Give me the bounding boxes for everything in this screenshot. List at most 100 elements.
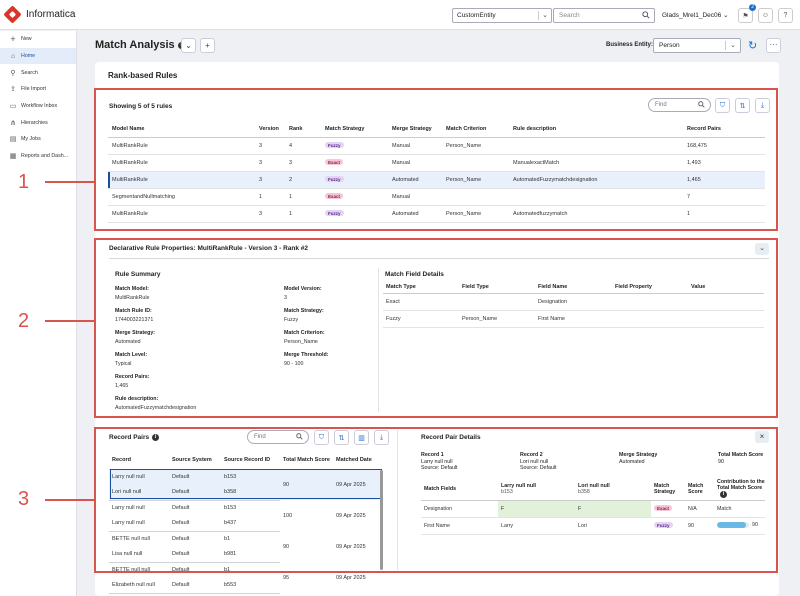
column-header[interactable]: Version (255, 121, 285, 138)
merge-strategy: Manual (388, 188, 442, 206)
kv-key: Match Strategy: (284, 308, 324, 314)
filter-button[interactable]: ⛉ (314, 430, 329, 445)
table-row[interactable]: MultiRankRule 3 3 Exact Manual Manualexa… (108, 154, 765, 172)
notifications-button[interactable]: ⚑ 2 (738, 4, 756, 23)
kv-value: MultiRankRule (115, 294, 150, 301)
table-row-selected[interactable]: MultiRankRule 3 2 Fuzzy Automated Person… (108, 171, 765, 189)
collapse-button[interactable]: ⌄ (755, 243, 769, 255)
field-name: First Name (535, 310, 612, 328)
help-button[interactable]: ? (778, 8, 793, 23)
download-button[interactable]: ⤓ (374, 430, 389, 445)
merge-strategy: Manual (388, 137, 442, 155)
sort-button[interactable]: ⇅ (735, 98, 750, 113)
sidebar-item-file-import[interactable]: ⇪ File Import (0, 81, 76, 98)
profile-button[interactable]: ☺ (758, 8, 773, 23)
kv-value: Automated (115, 338, 141, 345)
inbox-icon: ▭ (9, 103, 17, 111)
table-row[interactable]: MultiRankRule 3 4 Fuzzy Manual Person_Na… (108, 137, 765, 155)
source-record-id: b358 (221, 484, 280, 501)
user-menu[interactable]: Glads_Mrel1_Dec06 ⌄ (662, 11, 729, 19)
search-icon[interactable] (642, 11, 650, 19)
kv-match-criterion: Match Criterion: Person_Name (284, 329, 325, 346)
more-options-button[interactable]: ··· (766, 38, 781, 53)
column-header[interactable]: Rank (285, 121, 321, 138)
record-name: Larry null null (109, 515, 169, 532)
sidebar-item-search[interactable]: ⚲ Search (0, 64, 76, 81)
business-entity-select[interactable]: Person ⌄ (653, 38, 741, 53)
pair-details-table: Match Fields Larry null null b153 Lori nu… (421, 478, 765, 535)
rank: 4 (285, 137, 321, 155)
model-name: SegmentandNullmatching (108, 188, 255, 206)
table-row[interactable]: Larry null null Default b153 90 09 Apr 2… (109, 469, 381, 500)
select-separator (725, 41, 726, 50)
table-row[interactable]: BETTE null null Default b1 90 09 Apr 202… (109, 531, 381, 550)
columns-icon: ▥ (358, 434, 365, 442)
kv-match-level: Match Level: Typical (115, 351, 147, 368)
sidebar-item-workflow-inbox[interactable]: ▭ Workflow Inbox (0, 98, 76, 115)
total-score-value: 90 (718, 458, 724, 465)
close-details-button[interactable]: × (755, 431, 769, 443)
field-property (612, 310, 688, 328)
table-row[interactable]: Larry null null Default b437 (109, 515, 381, 532)
refresh-icon[interactable]: ↻ (748, 40, 758, 52)
columns-button[interactable]: ▥ (354, 430, 369, 445)
field-type: Person_Name (459, 310, 535, 328)
table-row[interactable]: BETTE null null Default b1 95 09 Apr 202… (109, 562, 381, 581)
column-header[interactable]: Matched Date (333, 452, 381, 470)
scrollbar[interactable] (380, 470, 383, 570)
match-score: 90 (685, 517, 714, 535)
table-row[interactable]: MultiRankRule 3 1 Fuzzy Automated Person… (108, 205, 765, 223)
kv-key: Match Rule ID: (115, 308, 152, 314)
sidebar-item-home[interactable]: ⌂ Home (0, 47, 76, 65)
rules-find-input[interactable]: Find (648, 98, 711, 112)
callout-3: 3 (18, 488, 30, 510)
column-header[interactable]: Source Record ID (221, 452, 280, 470)
table-row[interactable]: Lisa null null Default b981 (109, 546, 381, 563)
table-row[interactable]: SegmentandNullmatching 1 1 Exact Manual … (108, 188, 765, 206)
kv-key: Match Criterion: (284, 330, 325, 336)
record2-name: Lori null null (520, 458, 549, 465)
column-header[interactable]: Record (109, 452, 169, 470)
record2-value: Lori (575, 517, 651, 535)
table-row[interactable]: Larry null null Default b153 100 09 Apr … (109, 500, 381, 519)
table-row[interactable]: Lori null null Default b358 (109, 484, 381, 501)
kv-value: 1744003221371 (115, 316, 154, 323)
sidebar-item-label: My Jobs (21, 136, 41, 143)
column-header[interactable]: Match Criterion (442, 121, 509, 138)
column-header: Match Type (383, 281, 459, 294)
column-header[interactable]: Merge Strategy (388, 121, 442, 138)
column-header[interactable]: Rule description (509, 121, 683, 138)
sidebar-item-hierarchies[interactable]: ⋔ Hierarchies (0, 114, 76, 131)
sidebar-item-my-jobs[interactable]: ▤ My Jobs (0, 131, 76, 148)
column-header[interactable]: Match Strategy (321, 121, 388, 138)
record-pairs-find-input[interactable]: Find (247, 430, 309, 444)
entity-select[interactable]: CustomEntity ⌄ (452, 8, 552, 23)
sort-button[interactable]: ⇅ (334, 430, 349, 445)
info-icon[interactable]: i (152, 434, 160, 441)
add-button[interactable]: + (200, 38, 215, 53)
kv-key: Match Model: (115, 286, 149, 292)
sidebar-item-reports[interactable]: ▦ Reports and Dash... (0, 148, 76, 165)
strategy-pill: Exact (654, 505, 673, 512)
info-icon[interactable]: i (720, 491, 727, 499)
record2-summary: Record 2 Lori null null Source: Default (520, 452, 557, 472)
filter-button[interactable]: ⛉ (715, 98, 730, 113)
field-type (459, 293, 535, 311)
column-header[interactable]: Model Name (108, 121, 255, 138)
column-header[interactable]: Record Pairs (683, 121, 765, 138)
table-row[interactable]: Elizabeth null null Default b553 (109, 577, 381, 594)
download-button[interactable]: ⤓ (755, 98, 770, 113)
match-strategy: Exact (651, 500, 685, 518)
global-search-input[interactable]: Search (553, 8, 655, 23)
sort-icon: ⇅ (739, 102, 746, 110)
rank: 3 (285, 154, 321, 172)
sidebar-item-new[interactable]: + New (0, 31, 76, 48)
app-logo[interactable]: Informatica (3, 5, 75, 24)
title-dropdown-button[interactable]: ⌄ (181, 38, 196, 53)
column-header[interactable]: Source System (169, 452, 221, 470)
column-header[interactable]: Total Match Score (280, 452, 333, 470)
kv-value: AutomatedFuzzymatchdesignation (115, 404, 197, 411)
contribution-value: 90 (752, 522, 758, 529)
record2-value: F (575, 500, 651, 518)
record-name: Larry null null (109, 469, 169, 485)
